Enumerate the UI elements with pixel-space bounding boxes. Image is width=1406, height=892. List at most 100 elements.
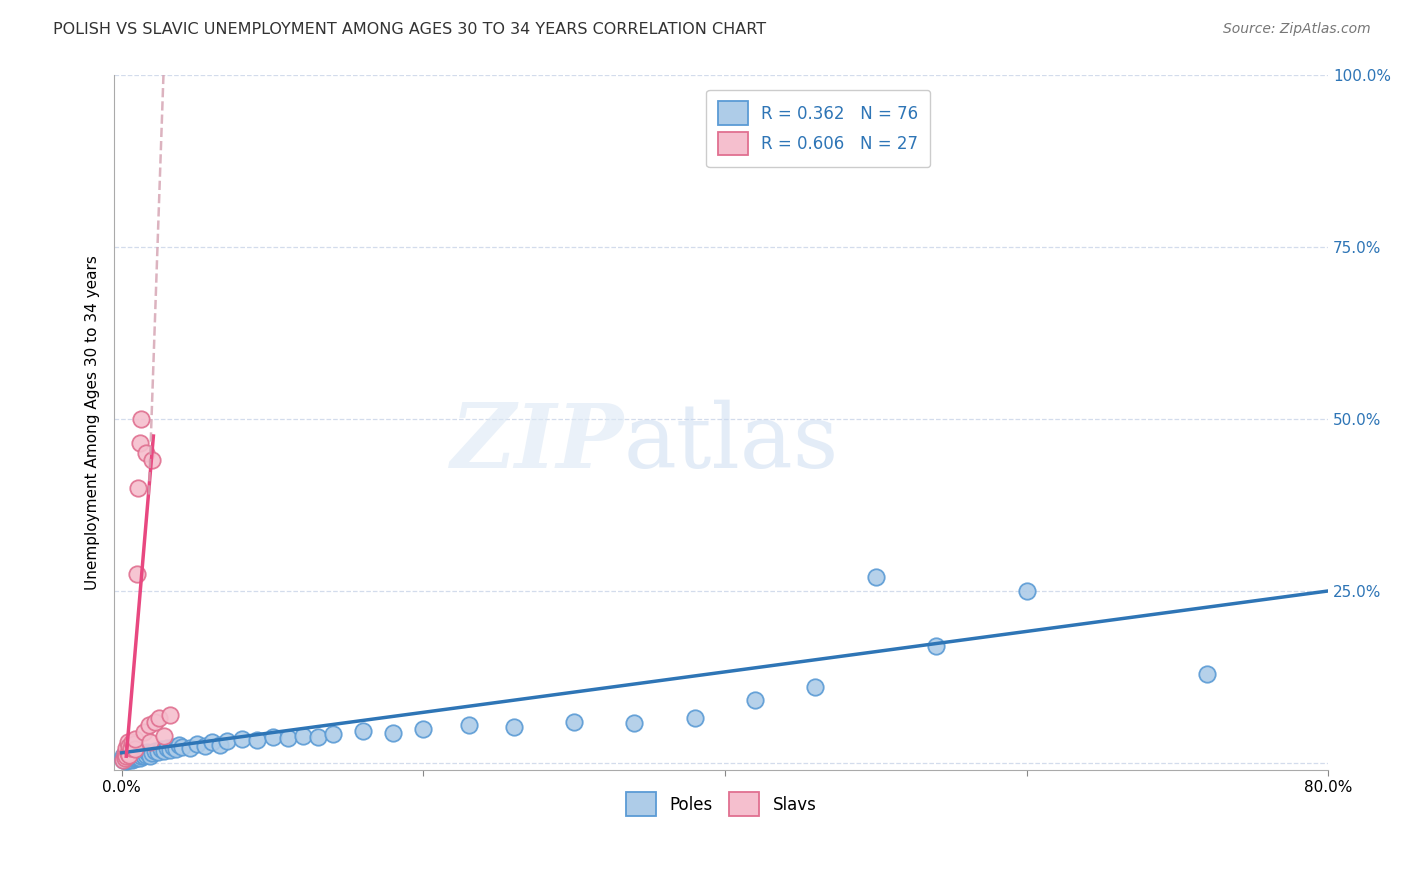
Point <box>118 739 141 753</box>
Text: POLISH VS SLAVIC UNEMPLOYMENT AMONG AGES 30 TO 34 YEARS CORRELATION CHART: POLISH VS SLAVIC UNEMPLOYMENT AMONG AGES… <box>53 22 766 37</box>
Point <box>128 747 150 761</box>
Point <box>115 748 138 763</box>
Point <box>131 412 153 426</box>
Point <box>291 729 314 743</box>
Text: Source: ZipAtlas.com: Source: ZipAtlas.com <box>1223 22 1371 37</box>
Point <box>117 750 139 764</box>
Point <box>121 753 143 767</box>
Point <box>115 751 138 765</box>
Point <box>121 750 143 764</box>
Point <box>208 738 231 752</box>
Point <box>124 747 146 761</box>
Point <box>121 747 143 761</box>
Point <box>623 716 645 731</box>
Point <box>122 748 145 763</box>
Point <box>412 722 434 736</box>
Point <box>322 727 344 741</box>
Point <box>925 639 948 653</box>
Point <box>127 746 149 760</box>
Text: ZIP: ZIP <box>451 400 624 486</box>
Point <box>138 718 160 732</box>
Point <box>117 747 139 761</box>
Point <box>170 739 193 754</box>
Point <box>262 730 284 744</box>
Point <box>562 714 585 729</box>
Point <box>136 745 159 759</box>
Legend: Poles, Slavs: Poles, Slavs <box>617 784 825 824</box>
Point <box>139 735 162 749</box>
Point <box>141 453 163 467</box>
Point <box>120 746 142 760</box>
Point <box>146 745 169 759</box>
Point <box>135 747 157 762</box>
Point <box>124 750 146 764</box>
Point <box>141 746 163 760</box>
Point <box>138 747 160 761</box>
Point <box>114 747 136 762</box>
Point <box>352 724 374 739</box>
Point <box>683 711 706 725</box>
Point <box>1197 666 1219 681</box>
Point <box>125 747 148 762</box>
Point <box>125 566 148 581</box>
Y-axis label: Unemployment Among Ages 30 to 34 years: Unemployment Among Ages 30 to 34 years <box>86 255 100 590</box>
Point <box>153 729 176 743</box>
Point <box>128 750 150 764</box>
Point <box>112 753 135 767</box>
Point <box>231 731 253 746</box>
Point <box>382 726 405 740</box>
Point <box>134 725 156 739</box>
Point <box>804 681 827 695</box>
Point <box>134 749 156 764</box>
Point <box>865 570 887 584</box>
Point <box>118 753 141 767</box>
Point <box>114 750 136 764</box>
Point <box>167 738 190 752</box>
Point <box>117 746 139 760</box>
Point <box>179 741 201 756</box>
Point <box>122 745 145 759</box>
Point <box>127 481 149 495</box>
Point <box>148 711 170 725</box>
Point <box>117 753 139 767</box>
Point <box>122 752 145 766</box>
Point <box>128 436 150 450</box>
Point <box>186 737 208 751</box>
Point <box>159 743 181 757</box>
Point <box>112 749 135 764</box>
Text: atlas: atlas <box>624 400 839 487</box>
Point <box>139 748 162 763</box>
Point <box>502 720 524 734</box>
Point <box>135 446 157 460</box>
Point <box>114 746 136 760</box>
Point <box>114 751 136 765</box>
Point <box>217 734 239 748</box>
Point <box>143 714 166 729</box>
Point <box>118 747 141 761</box>
Point <box>122 737 145 751</box>
Point <box>118 747 141 762</box>
Point <box>124 742 146 756</box>
Point <box>194 739 217 753</box>
Point <box>165 741 187 756</box>
Point <box>124 731 146 746</box>
Point <box>115 741 138 756</box>
Point <box>246 733 269 747</box>
Point <box>120 752 142 766</box>
Point <box>115 754 138 768</box>
Point <box>162 740 184 755</box>
Point <box>457 718 479 732</box>
Point <box>117 735 139 749</box>
Point <box>120 741 142 756</box>
Point <box>121 735 143 749</box>
Point <box>153 744 176 758</box>
Point <box>120 749 142 764</box>
Point <box>307 730 329 744</box>
Point <box>112 753 135 767</box>
Point <box>118 750 141 764</box>
Point <box>114 753 136 767</box>
Point <box>277 731 299 746</box>
Point <box>127 750 149 764</box>
Point <box>744 692 766 706</box>
Point <box>143 744 166 758</box>
